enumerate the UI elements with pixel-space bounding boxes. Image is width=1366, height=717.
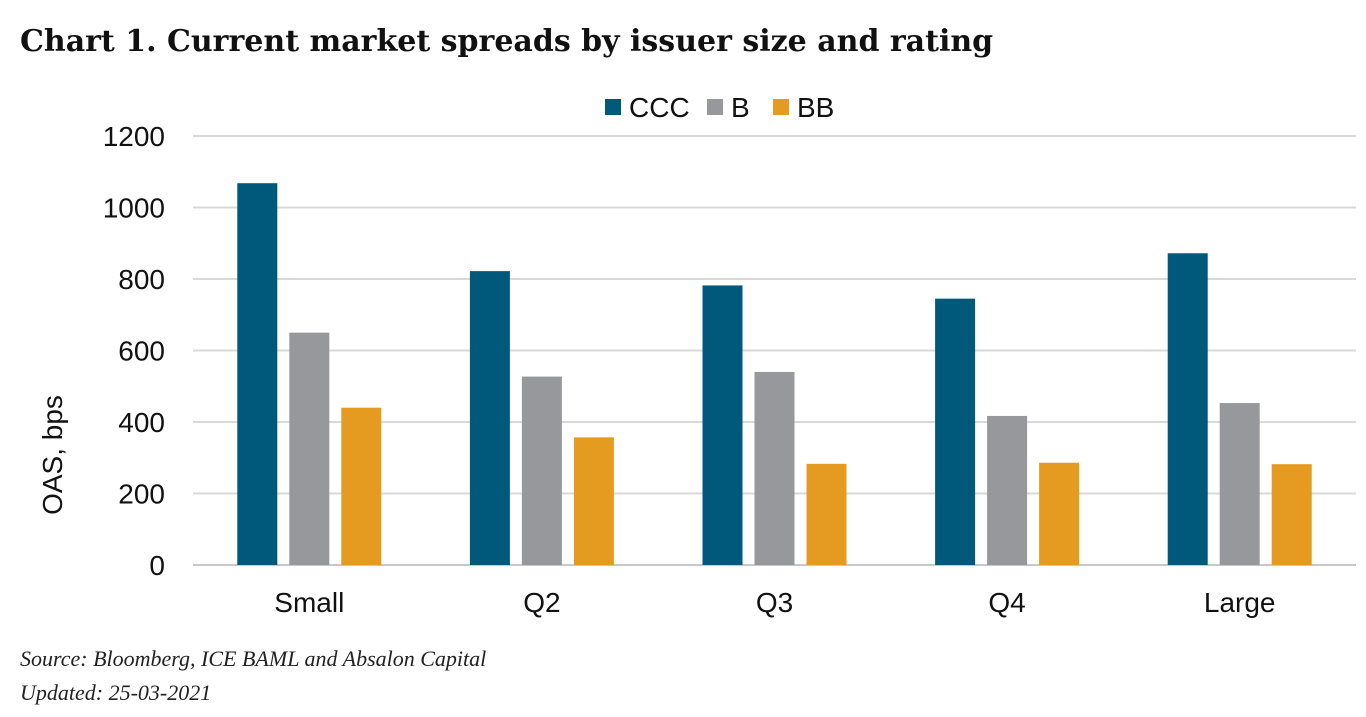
legend-swatch-bb	[773, 99, 789, 115]
legend-swatch-b	[707, 99, 723, 115]
y-tick-label: 200	[118, 479, 165, 510]
chart-title: Chart 1. Current market spreads by issue…	[20, 24, 994, 59]
bar-b-q2	[521, 376, 562, 565]
bar-ccc-q3	[702, 285, 743, 565]
bar-b-q4	[987, 415, 1028, 565]
bar-bb-small	[341, 407, 382, 565]
bar-b-large	[1219, 403, 1260, 565]
source-note: Source: Bloomberg, ICE BAML and Absalon …	[20, 646, 487, 671]
y-axis-label: OAS, bps	[37, 395, 68, 515]
updated-date: Updated: 25-03-2021	[20, 680, 212, 705]
y-tick-label: 0	[149, 550, 165, 581]
y-tick-label: 1000	[103, 193, 165, 224]
legend-label-ccc: CCC	[629, 92, 690, 123]
bar-ccc-q2	[469, 271, 510, 565]
bars	[237, 183, 1312, 565]
x-axis-ticks: Small Q2 Q3 Q4 Large	[274, 587, 1275, 618]
bar-b-small	[289, 332, 330, 565]
y-tick-label: 400	[118, 407, 165, 438]
y-tick-label: 800	[118, 264, 165, 295]
legend-label-bb: BB	[797, 92, 834, 123]
bar-bb-large	[1271, 464, 1312, 565]
y-tick-label: 1200	[103, 121, 165, 152]
bar-bb-q4	[1039, 462, 1080, 565]
bar-bb-q3	[806, 463, 847, 565]
legend-swatch-ccc	[605, 99, 621, 115]
bar-bb-q2	[573, 437, 614, 565]
x-tick-label: Q2	[523, 587, 560, 618]
y-tick-label: 600	[118, 336, 165, 367]
bar-ccc-q4	[935, 298, 976, 565]
x-tick-label: Q4	[988, 587, 1025, 618]
x-tick-label: Q3	[756, 587, 793, 618]
bar-b-q3	[754, 371, 795, 565]
legend-label-b: B	[731, 92, 750, 123]
x-tick-label: Large	[1204, 587, 1276, 618]
chart-legend: CCC B BB	[605, 92, 834, 123]
bar-ccc-large	[1167, 253, 1208, 565]
bar-ccc-small	[237, 183, 278, 565]
y-axis-ticks: 0 200 400 600 800 1000 1200	[103, 121, 165, 581]
x-tick-label: Small	[274, 587, 344, 618]
